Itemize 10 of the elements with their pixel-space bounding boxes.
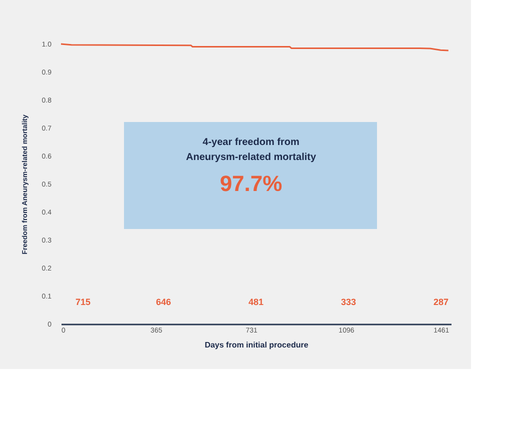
x-axis-title: Days from initial procedure xyxy=(204,340,309,350)
annotation: 481 xyxy=(248,297,264,307)
line-series xyxy=(60,43,450,52)
annotation: 4-year freedom from xyxy=(202,137,300,148)
annotation: 715 xyxy=(75,297,91,307)
annotation: 646 xyxy=(156,297,172,307)
annotation: 287 xyxy=(433,297,449,307)
annotation: Aneurysm-related mortality xyxy=(186,152,316,163)
annotation: 333 xyxy=(340,297,356,307)
annotation: 97.7% xyxy=(220,171,282,196)
